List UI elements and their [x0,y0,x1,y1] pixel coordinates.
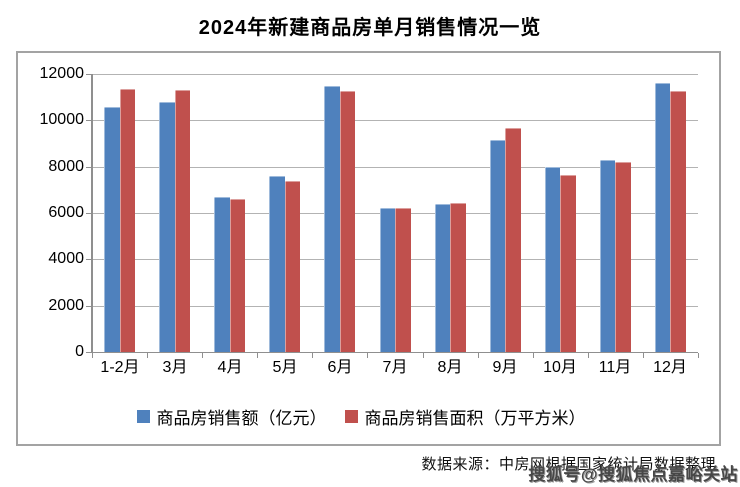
chart-title: 2024年新建商品房单月销售情况一览 [198,17,542,39]
legend-swatch-icon [344,409,358,423]
legend-label: 商品房销售面积（万平方米） [364,408,586,428]
legend-label: 商品房销售额（亿元） [156,408,327,428]
legend-item-sales-area: 商品房销售面积（万平方米） [344,404,586,429]
chart-legend: 商品房销售额（亿元） 商品房销售面积（万平方米） [0,402,722,430]
chart-frame [16,51,721,446]
legend-item-sales-amount: 商品房销售额（亿元） [136,404,327,429]
legend-swatch-icon [136,409,150,423]
watermark-text: 搜狐号@搜狐焦点嘉峪关站 [528,465,738,484]
data-source-text: 数据来源：中房网根据国家统计局数据整理 [421,456,716,473]
